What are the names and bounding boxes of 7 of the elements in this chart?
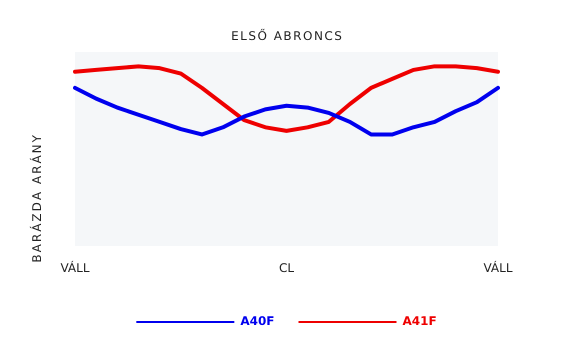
x-tick-label: VÁLL	[483, 260, 513, 275]
chart-title: ELSŐ ABRONCS	[231, 29, 342, 44]
text: A40F	[240, 314, 275, 328]
text: A41F	[402, 314, 437, 328]
x-tick-label: CL	[278, 260, 294, 275]
x-tick-label: VÁLL	[60, 260, 90, 275]
text: BARÁZDA ARÁNY	[30, 135, 44, 263]
